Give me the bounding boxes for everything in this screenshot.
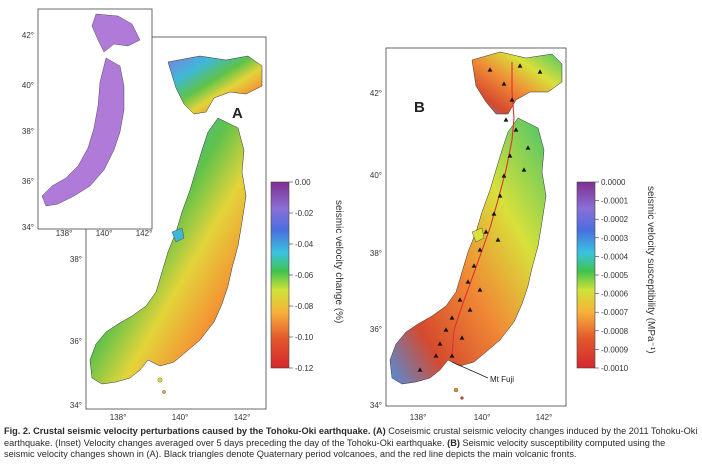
colorbar-b-tick-label: -0.0003 — [601, 234, 629, 243]
colorbar-b-tick-label: -0.0009 — [601, 345, 629, 354]
colorbar-a-tick-label: -0.10 — [295, 333, 314, 342]
volcano-triangle — [457, 297, 463, 302]
volcano-triangle — [449, 353, 455, 358]
colorbar-b-tick-label: 0.0000 — [601, 178, 626, 187]
panel-b-colorbar: 0.0000 -0.0001 -0.0002 -0.0003 -0.0004 -0.000… — [576, 178, 656, 373]
volcano-triangle — [477, 247, 483, 252]
panel-a-colorbar: 0.00 -0.02 -0.04 -0.06 -0.08 -0.10 -0.12 seism… — [270, 178, 344, 373]
panel-a-sado-island — [171, 227, 185, 243]
inset-x-tick: 138° — [56, 229, 73, 238]
volcano-triangle — [471, 263, 477, 268]
panel-b-y-tick: 34° — [370, 401, 382, 410]
figure: 138° 140° 142° 34° 36° 38° 40° 42° A 138… — [22, 8, 656, 422]
volcano-triangle — [509, 97, 515, 102]
panel-b-x-tick: 142° — [536, 413, 553, 422]
volcano-markers — [417, 63, 543, 372]
colorbar-a-tick-label: -0.12 — [295, 364, 314, 373]
colorbar-b-tick-label: -0.0002 — [601, 215, 629, 224]
panel-a-letter: A — [232, 105, 243, 122]
panel-b-y-tick: 42° — [370, 89, 382, 98]
caption-b-text: Seismic velocity susceptibility computed… — [4, 437, 666, 460]
volcano-triangle — [417, 367, 423, 372]
panel-b-sado-island — [471, 227, 485, 243]
colorbar-b-tick-label: -0.0001 — [601, 197, 629, 206]
colorbar-a-tick-label: -0.08 — [295, 302, 314, 311]
panel-b-island — [453, 387, 459, 393]
inset-honshu — [41, 57, 125, 207]
panel-a-x-tick: 138° — [110, 413, 127, 422]
volcano-triangle — [443, 327, 449, 332]
panel-b-y-tick: 40° — [370, 171, 382, 180]
inset-x-tick: 142° — [136, 229, 153, 238]
volcano-triangle — [503, 117, 509, 122]
panel-a-island — [157, 377, 163, 383]
volcano-triangle — [483, 229, 489, 234]
volcano-triangle — [497, 193, 503, 198]
panel-a-inset: 138° 140° 142° 34° 36° 38° 40° 42° — [22, 8, 153, 238]
panel-a-hokkaido — [167, 55, 263, 115]
colorbar-b-tick-label: -0.0008 — [601, 327, 629, 336]
panel-a-x-tick: 142° — [234, 413, 251, 422]
inset-y-tick: 38° — [22, 127, 34, 136]
colorbar-a-title: seismic velocity change (%) — [333, 200, 344, 323]
inset-y-tick: 34° — [22, 223, 34, 232]
volcano-triangle — [459, 335, 465, 340]
panel-a-y-tick: 36° — [70, 337, 82, 346]
inset-y-tick: 36° — [22, 177, 34, 186]
panel-b-hokkaido — [471, 51, 563, 115]
colorbar-a-tick-label: -0.02 — [295, 209, 314, 218]
volcano-triangle — [495, 237, 501, 242]
panel-a-y-tick: 34° — [70, 401, 82, 410]
volcano-triangle — [433, 353, 439, 358]
colorbar-b-tick-label: -0.0010 — [601, 364, 629, 373]
mt-fuji-leader-line — [451, 361, 489, 379]
panel-b-x-tick: 138° — [410, 413, 427, 422]
panel-a-y-tick: 38° — [70, 255, 82, 264]
volcano-triangle — [437, 341, 443, 346]
volcano-triangle — [513, 127, 519, 132]
colorbar-b-tick-label: -0.0004 — [601, 252, 629, 261]
volcano-triangle — [501, 173, 507, 178]
volcano-triangle — [477, 287, 483, 292]
panel-a-x-tick: 140° — [172, 413, 189, 422]
volcano-triangle — [507, 153, 513, 158]
figure-caption: Fig. 2. Crustal seismic velocity perturb… — [4, 426, 698, 461]
caption-b-label: (B) — [447, 437, 460, 448]
inset-x-tick: 140° — [96, 229, 113, 238]
volcano-triangle — [521, 167, 527, 172]
panel-a: 138° 140° 142° 34° 36° 38° 40° 42° A 138… — [22, 8, 344, 422]
volcano-triangle — [465, 279, 471, 284]
volcano-triangle — [449, 315, 455, 320]
panel-b-y-tick: 36° — [370, 325, 382, 334]
colorbar-b-tick-label: -0.0007 — [601, 308, 629, 317]
volcano-triangle — [537, 69, 543, 74]
colorbar-b-tick-label: -0.0005 — [601, 271, 629, 280]
volcano-triangle — [491, 211, 497, 216]
volcano-triangle — [525, 145, 531, 150]
inset-hokkaido — [91, 13, 141, 53]
colorbar-b-gradient — [576, 181, 596, 369]
caption-title: Fig. 2. Crustal seismic velocity perturb… — [4, 426, 371, 436]
panel-b-y-tick: 38° — [370, 249, 382, 258]
panel-b: Mt Fuji B 138° 140° 142° 34° 36° 38° 40°… — [370, 47, 656, 422]
colorbar-a-gradient — [270, 181, 290, 369]
inset-y-tick: 40° — [22, 81, 34, 90]
colorbar-b-title: seismic velocity susceptibility (MPa⁻¹) — [645, 186, 656, 354]
panel-b-island — [460, 396, 464, 400]
inset-y-tick: 42° — [22, 31, 34, 40]
panel-a-island — [162, 390, 166, 394]
volcano-triangle — [467, 307, 473, 312]
volcano-triangle — [517, 63, 523, 68]
caption-a-label: (A) — [372, 426, 386, 436]
volcano-triangle — [487, 67, 493, 72]
caption-a-text: Coseismic crustal seismic velocity chang… — [4, 426, 698, 448]
panel-b-letter: B — [414, 99, 425, 116]
colorbar-a-tick-label: -0.04 — [295, 240, 314, 249]
volcano-triangle — [501, 81, 507, 86]
panel-b-x-tick: 140° — [474, 413, 491, 422]
colorbar-a-tick-label: 0.00 — [295, 178, 311, 187]
colorbar-a-tick-label: -0.06 — [295, 271, 314, 280]
colorbar-b-tick-label: -0.0006 — [601, 290, 629, 299]
mt-fuji-label: Mt Fuji — [490, 375, 514, 384]
